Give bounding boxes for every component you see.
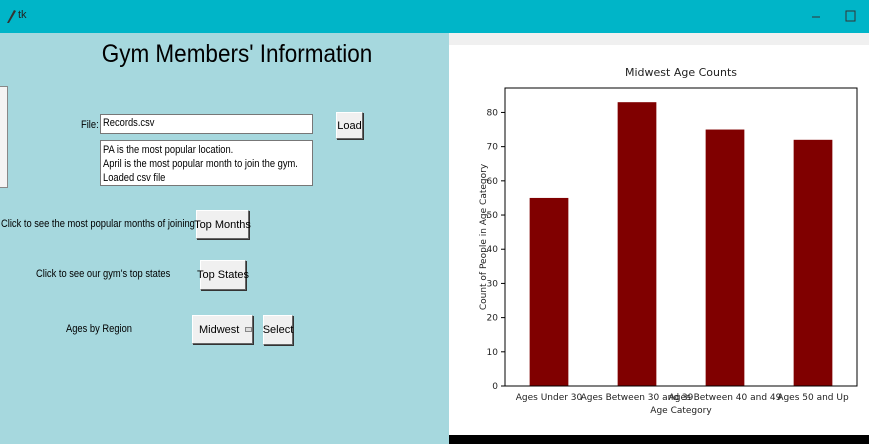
region-label: Ages by Region — [66, 323, 133, 335]
output-box: PA is the most popular location. April is… — [100, 140, 313, 186]
y-tick-label: 50 — [487, 211, 499, 221]
y-tick-label: 60 — [487, 177, 499, 187]
y-tick-label: 40 — [487, 245, 499, 255]
chart: Midwest Age Counts Age Category Count of… — [479, 66, 858, 416]
x-tick-label: Ages Between 30 and 39 — [581, 393, 694, 403]
y-tick-label: 70 — [487, 143, 499, 153]
output-line: PA is the most popular location. — [103, 144, 234, 156]
bottom-bar — [449, 435, 869, 444]
select-button[interactable]: Select — [263, 315, 293, 345]
side-widget — [0, 86, 8, 188]
x-axis-label: Age Category — [650, 406, 712, 416]
y-tick-label: 80 — [487, 108, 499, 118]
y-tick-label: 20 — [487, 314, 499, 324]
x-tick-label: Ages Between 40 and 49 — [669, 393, 782, 403]
y-tick-label: 0 — [492, 382, 498, 392]
output-line: Loaded csv file — [103, 172, 166, 184]
bar — [529, 197, 569, 386]
y-tick-label: 30 — [487, 279, 499, 289]
y-axis-label: Count of People in Age Category — [479, 163, 489, 310]
window-title: tk — [18, 9, 27, 21]
top-months-button[interactable]: Top Months — [194, 210, 251, 239]
file-entry[interactable]: Records.csv — [100, 114, 313, 134]
top-states-button[interactable]: Top States — [197, 260, 249, 290]
title-bar: tk — [0, 0, 869, 33]
region-option: Midwest — [199, 323, 240, 336]
file-label: File: — [81, 119, 99, 131]
toolbar-strip — [449, 33, 869, 45]
chart-title: Midwest Age Counts — [625, 66, 737, 79]
bar — [793, 139, 833, 386]
y-tick-label: 10 — [487, 348, 499, 358]
bar — [617, 102, 657, 386]
load-button[interactable]: Load — [336, 112, 363, 139]
file-entry-text: Records.csv — [103, 117, 155, 129]
x-tick-label: Ages 50 and Up — [777, 393, 849, 403]
x-tick-label: Ages Under 30 — [516, 393, 583, 403]
option-indicator — [245, 327, 252, 332]
app-icon — [7, 10, 16, 23]
states-prompt: Click to see our gym's top states — [36, 268, 171, 280]
heading: Gym Members' Information — [101, 40, 373, 68]
axes-frame — [504, 87, 858, 387]
window-controls[interactable] — [806, 8, 861, 24]
months-prompt: Click to see the most popular months of … — [1, 218, 195, 230]
output-line: April is the most popular month to join … — [103, 158, 298, 170]
bar — [705, 129, 745, 387]
region-option-menu[interactable]: Midwest — [192, 315, 253, 344]
